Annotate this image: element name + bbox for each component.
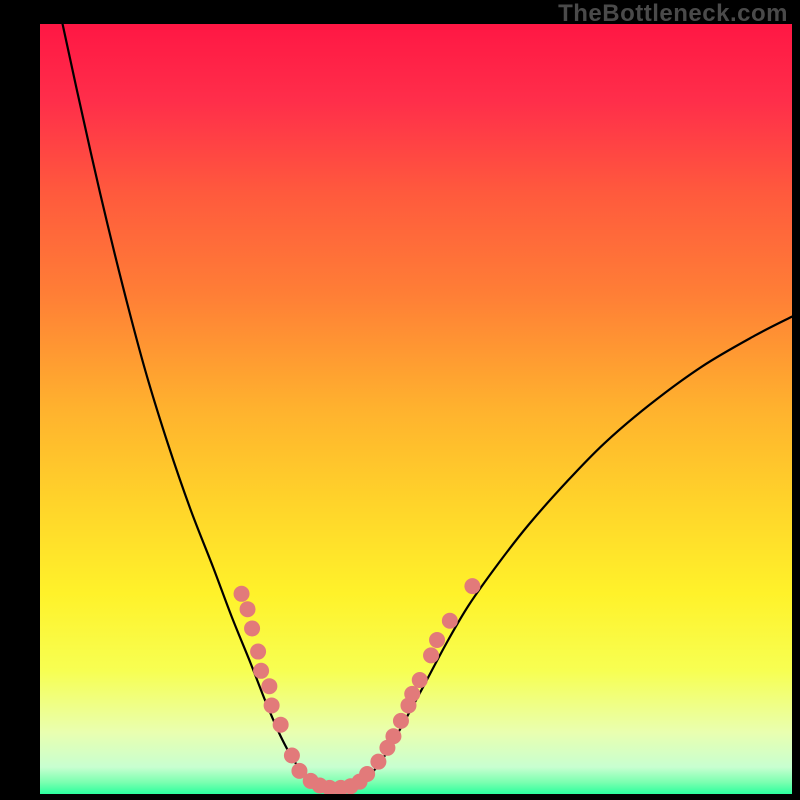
data-point-marker [370,754,386,770]
data-point-marker [240,601,256,617]
data-point-marker [412,672,428,688]
data-point-marker [343,778,359,794]
bottleneck-curve [63,24,792,789]
data-point-marker [442,613,458,629]
data-point-marker [400,697,416,713]
data-point-marker [359,766,375,782]
data-point-marker [264,697,280,713]
data-point-marker [404,686,420,702]
plot-area [40,24,792,794]
data-point-marker [284,748,300,764]
bottleneck-curve-layer [40,24,792,794]
data-point-marker [393,713,409,729]
data-point-marker [312,778,328,794]
data-point-marker [250,644,266,660]
data-point-marker [379,740,395,756]
data-point-marker [234,586,250,602]
data-point-marker [244,620,260,636]
data-point-marker [423,647,439,663]
data-point-marker [273,717,289,733]
data-point-marker [261,678,277,694]
data-point-marker [322,780,338,794]
data-point-marker [429,632,445,648]
data-point-marker [352,774,368,790]
data-point-marker [385,728,401,744]
chart-frame: TheBottleneck.com [0,0,800,800]
data-point-marker [291,763,307,779]
data-point-marker [253,663,269,679]
data-point-marker [303,773,319,789]
data-point-marker [464,578,480,594]
watermark-text: TheBottleneck.com [558,0,788,28]
data-point-marker [333,780,349,794]
